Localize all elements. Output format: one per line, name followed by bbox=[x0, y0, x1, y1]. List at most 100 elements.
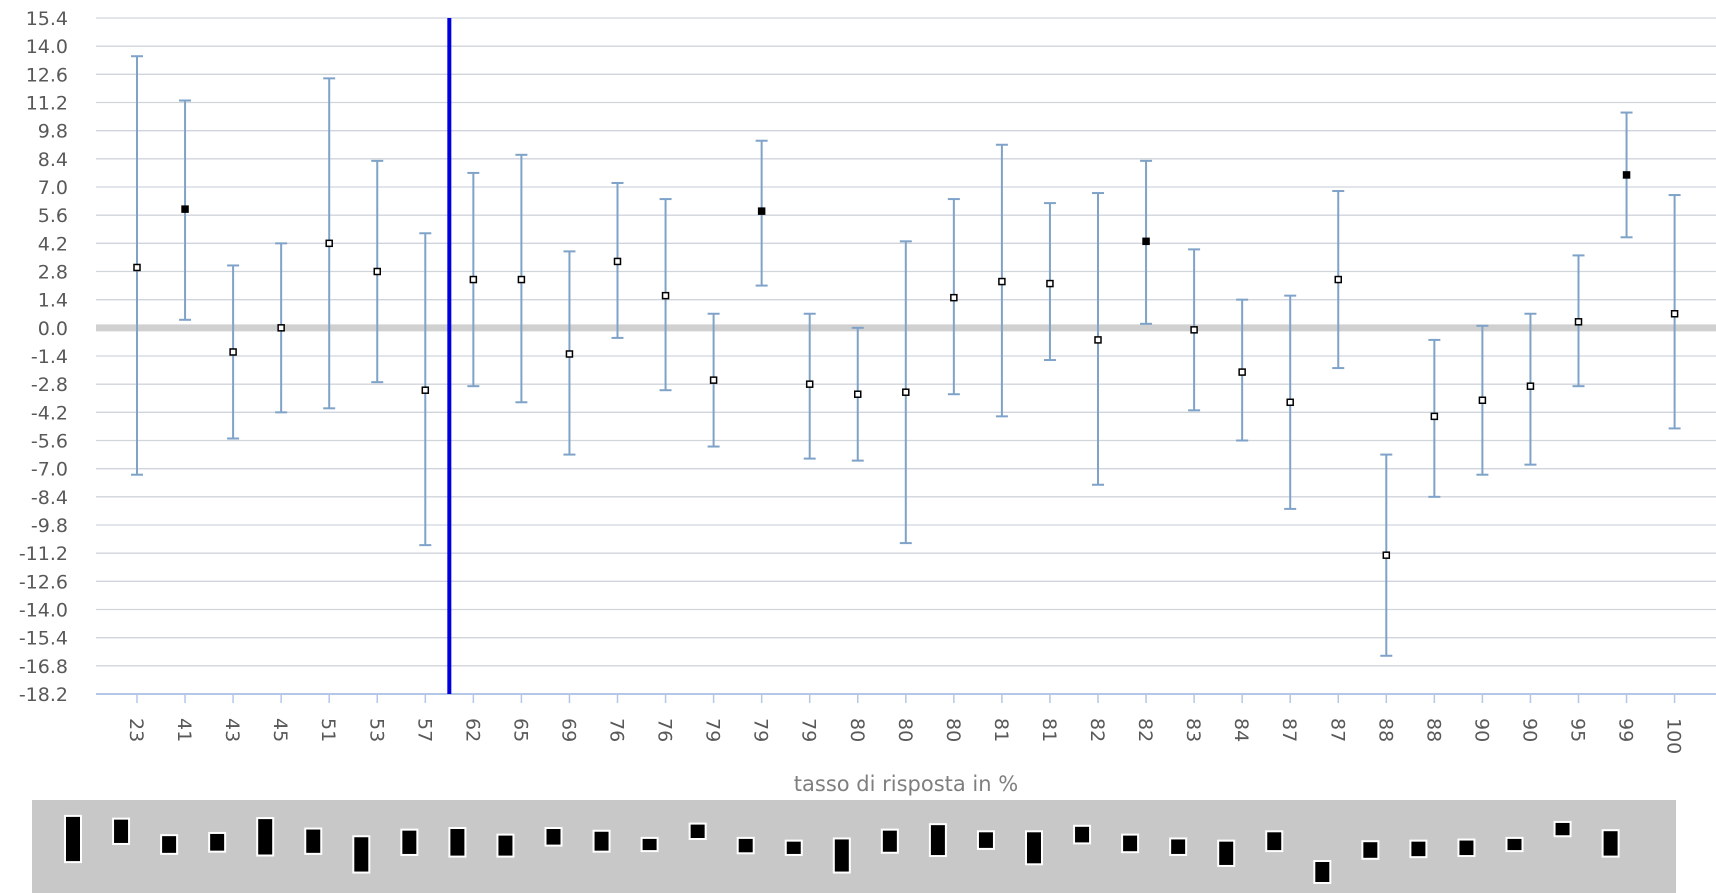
point-estimate bbox=[1622, 171, 1631, 179]
y-tick-label: -8.4 bbox=[31, 487, 68, 509]
point-estimate bbox=[1478, 396, 1487, 405]
strip-bar bbox=[64, 814, 82, 864]
y-tick-label: -1.4 bbox=[31, 346, 68, 368]
point-estimate bbox=[421, 386, 430, 394]
y-tick-label: -11.2 bbox=[19, 543, 68, 565]
point-estimate bbox=[133, 263, 141, 272]
strip-bar bbox=[1025, 830, 1043, 866]
strip-bar bbox=[832, 837, 851, 874]
strip-bar bbox=[1121, 833, 1140, 854]
y-tick-label: -7.0 bbox=[31, 459, 68, 481]
point-estimate bbox=[1430, 412, 1439, 421]
point-estimate bbox=[1574, 318, 1583, 326]
point-estimate bbox=[1046, 279, 1054, 288]
point-estimate bbox=[998, 277, 1006, 286]
x-tick-label: 69 bbox=[557, 718, 579, 742]
x-tick-label: 84 bbox=[1230, 718, 1252, 742]
point-estimate bbox=[1382, 551, 1391, 559]
strip-bar bbox=[1313, 860, 1332, 884]
x-tick-label: 79 bbox=[750, 718, 772, 742]
y-tick-label: 15.4 bbox=[26, 8, 68, 30]
y-tick-label: 14.0 bbox=[26, 36, 68, 58]
x-tick-label: 45 bbox=[269, 718, 291, 742]
x-tick-label: 90 bbox=[1470, 718, 1492, 742]
y-tick-label: 7.0 bbox=[38, 177, 68, 199]
x-tick-label: 51 bbox=[317, 718, 339, 742]
strip-bar bbox=[1553, 820, 1572, 838]
x-axis-tick-labels: 23 41 43 45 51 53 57 62 65 69 76 76 79 79 79 80 80 80 81 81… bbox=[125, 694, 1685, 754]
strip-background bbox=[32, 800, 1676, 893]
y-tick-label: 12.6 bbox=[26, 64, 68, 86]
point-estimate bbox=[709, 376, 718, 384]
point-estimate bbox=[1190, 326, 1198, 334]
y-tick-label: 4.2 bbox=[38, 233, 68, 255]
point-estimate bbox=[1670, 310, 1679, 318]
point-estimate bbox=[1334, 275, 1342, 284]
strip-bar bbox=[784, 839, 803, 856]
strip-bar bbox=[928, 823, 947, 858]
point-estimate bbox=[854, 390, 862, 398]
point-estimate bbox=[325, 239, 333, 248]
x-tick-label: 81 bbox=[1038, 718, 1060, 742]
strip-bar bbox=[736, 836, 755, 855]
strip-bar bbox=[1217, 839, 1236, 867]
y-tick-label: -2.8 bbox=[31, 374, 68, 396]
y-tick-label: 9.8 bbox=[38, 121, 68, 143]
strip-bar bbox=[208, 831, 227, 853]
x-tick-label: 57 bbox=[413, 718, 435, 742]
point-estimate bbox=[565, 350, 574, 358]
y-tick-label: -9.8 bbox=[31, 515, 68, 537]
strip-bar bbox=[1409, 839, 1428, 859]
point-estimate bbox=[517, 275, 526, 284]
strip-bar bbox=[112, 817, 131, 845]
x-tick-label: 43 bbox=[221, 718, 243, 742]
point-estimates bbox=[133, 171, 1679, 559]
x-tick-label: 83 bbox=[1182, 718, 1204, 742]
x-tick-label: 88 bbox=[1374, 718, 1396, 742]
x-tick-label: 80 bbox=[846, 718, 868, 742]
x-tick-label: 87 bbox=[1326, 718, 1348, 742]
y-tick-label: 8.4 bbox=[38, 149, 68, 171]
strip-bar bbox=[496, 833, 515, 858]
x-tick-label: 23 bbox=[125, 718, 147, 742]
x-tick-label: 99 bbox=[1615, 718, 1637, 742]
x-tick-label: 41 bbox=[173, 718, 195, 742]
strip-bar bbox=[592, 829, 611, 853]
y-axis-tick-labels: 15.4 14.0 12.6 11.2 9.8 8.4 7.0 5.6 4.2 2.8 1.4 0.0… bbox=[19, 8, 68, 706]
strip-bar bbox=[640, 836, 659, 853]
point-estimate bbox=[229, 348, 237, 356]
point-estimate bbox=[1286, 398, 1294, 407]
point-estimate bbox=[902, 388, 910, 396]
point-estimate bbox=[950, 293, 958, 302]
point-estimate bbox=[805, 380, 814, 388]
strip-bar bbox=[1505, 836, 1524, 853]
strip-bar bbox=[160, 834, 179, 855]
strip-bar bbox=[1361, 840, 1380, 860]
strip-bar bbox=[256, 817, 275, 857]
x-tick-label: 76 bbox=[606, 718, 628, 742]
strip-bar bbox=[544, 827, 563, 847]
strip-bar bbox=[976, 830, 995, 850]
x-tick-label: 88 bbox=[1422, 718, 1444, 742]
point-estimate bbox=[1238, 368, 1246, 376]
x-tick-label: 87 bbox=[1278, 718, 1300, 742]
point-estimate bbox=[469, 275, 478, 284]
strip-bar bbox=[1265, 830, 1284, 853]
strip-bar bbox=[1073, 824, 1092, 845]
bottom-strip bbox=[32, 800, 1676, 893]
y-tick-label: -4.2 bbox=[31, 402, 68, 424]
point-estimate bbox=[373, 267, 381, 276]
y-tick-label: 1.4 bbox=[38, 290, 68, 312]
point-estimate bbox=[613, 257, 622, 266]
y-tick-label: 5.6 bbox=[38, 205, 68, 227]
strip-bar bbox=[448, 827, 467, 858]
x-tick-label: 79 bbox=[702, 718, 724, 742]
point-estimate bbox=[1094, 336, 1102, 344]
y-tick-label: -15.4 bbox=[19, 628, 68, 650]
x-tick-label: 79 bbox=[798, 718, 820, 742]
x-tick-label: 53 bbox=[365, 718, 387, 742]
x-tick-label: 62 bbox=[461, 718, 483, 742]
x-tick-label: 95 bbox=[1567, 718, 1589, 742]
x-axis-title: tasso di risposta in % bbox=[794, 772, 1018, 796]
